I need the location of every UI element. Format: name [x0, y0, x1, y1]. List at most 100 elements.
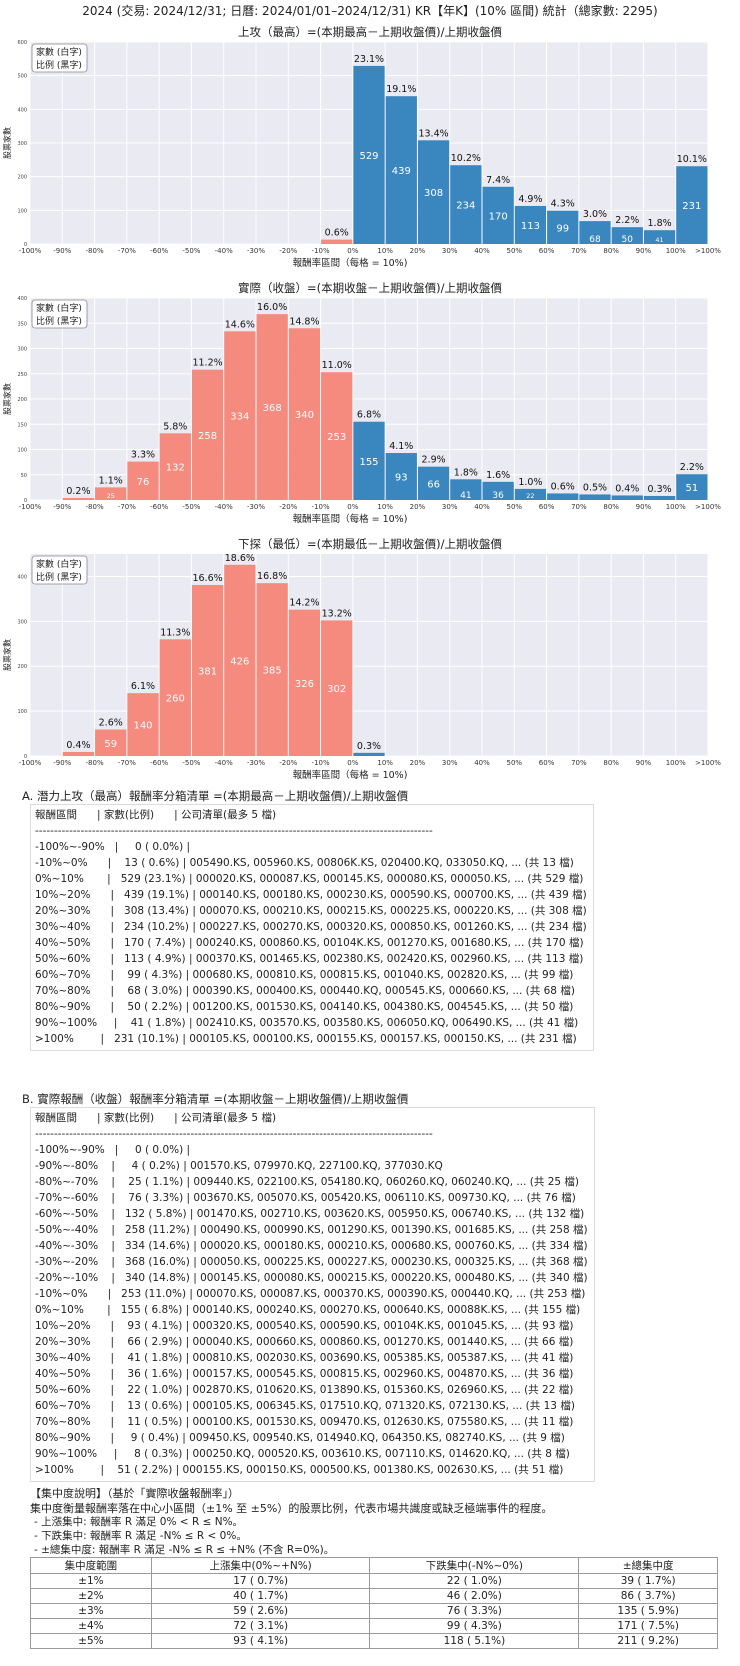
bar-percent-label: 6.1%: [131, 681, 155, 692]
x-tick-label: -40%: [215, 759, 233, 767]
bar: [62, 751, 95, 756]
table-cell: 22 ( 1.0%): [369, 1573, 580, 1589]
bar: [385, 96, 417, 244]
bar: [385, 453, 417, 500]
x-tick-label: 10%: [377, 503, 393, 511]
bar-count-label: 260: [166, 694, 185, 705]
y-tick-label: 100: [17, 208, 27, 214]
list-item: -60%~-50% | 132 ( 5.8%) | 001470.KS, 002…: [35, 1208, 585, 1220]
y-tick-label: 100: [17, 448, 27, 454]
legend-line: 家數 (白字): [36, 46, 82, 58]
x-tick-label: 80%: [603, 247, 619, 255]
bar-count-label: 302: [327, 684, 346, 695]
table-cell: 46 ( 2.0%): [369, 1588, 580, 1604]
x-tick-label: 70%: [571, 759, 587, 767]
y-tick-label: 300: [17, 141, 27, 147]
list-item: 30%~40% | 234 (10.2%) | 000227.KS, 00027…: [35, 921, 587, 933]
chart-high: 上攻（最高）=(本期最高－上期收盤價)/上期收盤價 0 100 200 300 400 50…: [2, 25, 721, 269]
x-tick-label: -30%: [247, 247, 265, 255]
x-tick-label: 20%: [410, 503, 426, 511]
bar-count-label: 258: [198, 431, 217, 442]
table-row: ±2% 40 ( 1.7%) 46 ( 2.0%) 86 ( 3.7%): [30, 1588, 718, 1604]
bar-count-label: 51: [685, 483, 698, 494]
x-tick-label: 50%: [507, 759, 523, 767]
bar: [321, 239, 353, 244]
bar-count-label: 439: [392, 166, 411, 177]
bar-count-label: 326: [295, 679, 314, 690]
x-tick-label: >100%: [695, 503, 721, 511]
bar: [159, 639, 191, 756]
bar-percent-label: 0.6%: [325, 228, 349, 239]
legend-line: 比例 (黑字): [36, 59, 82, 71]
y-tick-label: 200: [17, 175, 27, 181]
bar-count-label: 93: [395, 473, 408, 484]
table-cell: ±1%: [30, 1573, 152, 1589]
x-tick-label: 60%: [539, 503, 555, 511]
bar-percent-label: 13.2%: [322, 608, 352, 619]
x-tick-label: 50%: [507, 503, 523, 511]
x-tick-label: -50%: [182, 503, 200, 511]
list-item: 40%~50% | 36 ( 1.6%) | 000157.KS, 000545…: [35, 1368, 574, 1380]
bar-percent-label: 4.3%: [551, 199, 575, 210]
list-item: 0%~10% | 529 (23.1%) | 000020.KS, 000087…: [35, 873, 584, 885]
x-tick-label: 90%: [636, 759, 652, 767]
bar: [95, 729, 127, 756]
list-item: -10%~0% | 253 (11.0%) | 000070.KS, 00008…: [35, 1288, 586, 1300]
y-tick-label: 0: [24, 754, 27, 760]
bar: [547, 493, 579, 500]
y-axis-label: 股票家數: [2, 639, 12, 671]
bar: [224, 564, 256, 756]
legend-line: 家數 (白字): [36, 558, 82, 570]
bar: [353, 752, 385, 756]
page-title: 2024 (交易: 2024/12/31; 日曆: 2024/01/01–202…: [82, 4, 658, 18]
x-tick-label: -20%: [279, 247, 297, 255]
list-item: -80%~-70% | 25 ( 1.1%) | 009440.KS, 0221…: [35, 1176, 580, 1188]
bar: [353, 421, 385, 500]
list-item: -90%~-80% | 4 ( 0.2%) | 001570.KS, 07997…: [35, 1160, 443, 1172]
list-divider: ----------------------------------------…: [35, 825, 433, 837]
list-item: 30%~40% | 41 ( 1.8%) | 000810.KS, 002030…: [35, 1352, 574, 1364]
table-cell: 86 ( 3.7%): [578, 1588, 718, 1604]
x-tick-label: -20%: [279, 759, 297, 767]
x-tick-label: 70%: [571, 247, 587, 255]
concentration-table: 集中度範圍 上漲集中(0%~+N%) 下跌集中(-N%~0%) ±總集中度 ±1…: [30, 1557, 718, 1649]
bar-count-label: 381: [198, 666, 217, 677]
y-axis-label: 股票家數: [2, 383, 12, 415]
y-tick-label: 250: [17, 372, 27, 378]
bar: [224, 331, 256, 500]
bar: [579, 221, 611, 244]
bar-count-label: 308: [424, 188, 443, 199]
x-tick-label: 10%: [377, 759, 393, 767]
list-a-title: A. 潛力上攻（最高）報酬率分箱清單 =(本期最高－上期收盤價)/上期收盤價: [22, 789, 409, 803]
bar-percent-label: 4.9%: [518, 194, 542, 205]
bar: [450, 165, 482, 244]
bar: [514, 488, 547, 500]
y-tick-label: 0: [24, 242, 27, 248]
bar-count-label: 334: [230, 412, 249, 423]
bar: [62, 497, 95, 500]
list-item: -100%~-90% | 0 ( 0.0%) |: [35, 1144, 191, 1156]
list-item: -40%~-30% | 334 (14.6%) | 000020.KS, 000…: [35, 1240, 588, 1252]
bar-count-label: 140: [133, 721, 152, 732]
x-tick-label: 30%: [442, 503, 458, 511]
bar-count-label: 170: [489, 211, 508, 222]
table-cell: 171 ( 7.5%): [578, 1618, 718, 1634]
bar-count-label: 68: [589, 235, 601, 245]
x-tick-label: 20%: [410, 247, 426, 255]
list-item: 40%~50% | 170 ( 7.4%) | 000240.KS, 00086…: [35, 937, 584, 949]
y-tick-label: 300: [17, 619, 27, 625]
bar: [191, 369, 224, 500]
legend-line: 比例 (黑字): [36, 571, 82, 583]
table-cell: 59 ( 2.6%): [150, 1603, 371, 1619]
bar-percent-label: 10.2%: [451, 153, 481, 164]
bar: [643, 495, 676, 500]
bar-count-label: 76: [137, 477, 150, 488]
x-tick-label: 40%: [474, 247, 490, 255]
x-tick-label: 20%: [410, 759, 426, 767]
bar-percent-label: 11.3%: [160, 627, 190, 638]
x-tick-label: -60%: [150, 759, 168, 767]
table-header-cell: ±總集中度: [578, 1557, 718, 1574]
bar-percent-label: 0.2%: [66, 486, 90, 497]
x-axis-label: 報酬率區間（每格 = 10%): [293, 769, 408, 781]
bar-count-label: 99: [556, 223, 569, 234]
